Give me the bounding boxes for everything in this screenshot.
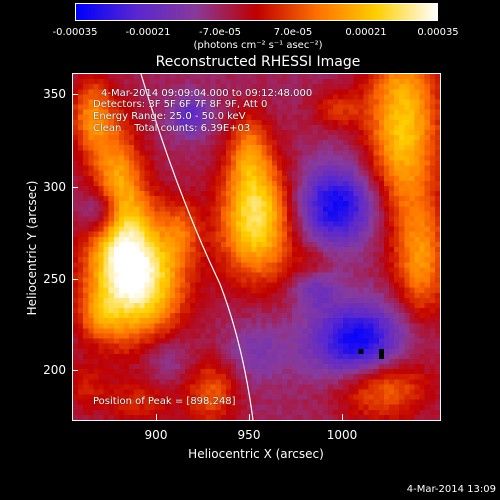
image-plot: 4-Mar-2014 09:09:04.000 to 09:12:48.000 … (72, 73, 441, 421)
y-tick-mark (72, 94, 78, 95)
x-axis-label: Heliocentric X (arcsec) (188, 447, 324, 461)
x-tick-label: 950 (237, 428, 261, 442)
colorbar (75, 3, 438, 21)
y-tick-label: 200 (43, 363, 66, 377)
peak-position-text: Position of Peak = [898,248] (93, 396, 236, 407)
y-tick-mark (72, 187, 78, 188)
colorbar-tick-label: 7.0e-05 (273, 27, 313, 38)
algorithm-counts-text: Clean Total counts: 6.39E+03 (93, 123, 251, 134)
colorbar-tick-label: 0.00035 (417, 27, 459, 38)
colorbar-gradient (76, 4, 437, 20)
colorbar-tick-label: -7.0e-05 (199, 27, 241, 38)
x-tick-label: 900 (144, 428, 168, 442)
y-axis-label: Heliocentric Y (arcsec) (25, 180, 39, 316)
footer-date: 4-Mar-2014 13:09 (406, 484, 496, 495)
x-tick-label: 1000 (326, 428, 358, 442)
y-tick-mark (72, 370, 78, 371)
colorbar-tick-label: 0.00021 (345, 27, 387, 38)
solar-limb-line (140, 74, 254, 420)
plot-title: Reconstructed RHESSI Image (155, 54, 361, 70)
x-tick-mark (156, 414, 157, 420)
y-tick-label: 350 (43, 87, 66, 101)
y-tick-label: 250 (43, 272, 66, 286)
rhessi-intensity-map (73, 74, 440, 420)
y-tick-label: 300 (43, 180, 66, 194)
x-tick-mark (249, 414, 250, 420)
colorbar-tick-label: -0.00021 (125, 27, 171, 38)
time-range-text: 4-Mar-2014 09:09:04.000 to 09:12:48.000 (101, 88, 313, 99)
energy-range-text: Energy Range: 25.0 - 50.0 keV (93, 111, 246, 122)
y-tick-mark (72, 279, 78, 280)
x-tick-mark (342, 414, 343, 420)
colorbar-units: (photons cm⁻² s⁻¹ asec⁻²) (193, 40, 323, 51)
detectors-text: Detectors: 3F 5F 6F 7F 8F 9F, Att 0 (93, 99, 268, 110)
colorbar-tick-label: -0.00035 (52, 27, 98, 38)
solar-limb-overlay (140, 74, 254, 420)
